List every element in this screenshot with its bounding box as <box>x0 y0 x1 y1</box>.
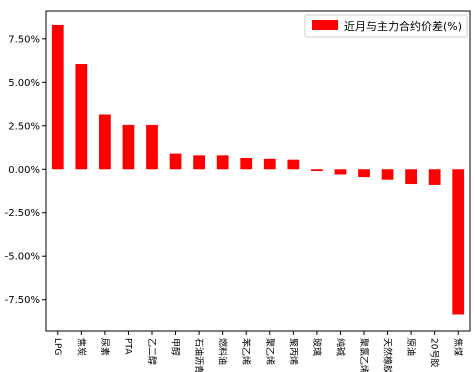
bar-8 <box>240 157 253 170</box>
y-tick-label-0: -7.50% <box>5 295 40 306</box>
x-tick-label-3: PTA <box>122 338 132 355</box>
y-tick-label-2: -2.50% <box>5 208 40 219</box>
bar-16 <box>428 169 441 185</box>
y-tick-label-5: 5.00% <box>8 78 40 89</box>
legend-box <box>304 14 468 38</box>
bar-2 <box>99 114 111 170</box>
x-tick-label-1: 焦炭 <box>75 338 87 356</box>
legend-label: 近月与主力合约价差(%) <box>344 19 462 33</box>
x-tick-label-16: 20号胶 <box>429 338 441 367</box>
bar-9 <box>263 158 276 170</box>
x-tick-label-12: 纯碱 <box>334 338 346 356</box>
bar-4 <box>146 124 158 170</box>
x-tick-label-11: 玻璃 <box>311 338 323 356</box>
x-tick-label-10: 聚丙烯 <box>287 338 299 365</box>
bar-11 <box>311 169 323 171</box>
x-tick-label-9: 聚乙烯 <box>264 338 276 365</box>
bar-1 <box>75 64 88 170</box>
bar-12 <box>334 169 347 175</box>
x-tick-label-13: 聚氯乙烯 <box>358 338 370 372</box>
x-axis-ticks: LPG 焦炭 尿素 PTA 乙二醇 甲醇 石油沥青 燃料油 苯乙烯 聚乙烯 聚丙烯 玻璃 纯碱 聚氯乙烯天… <box>52 331 464 372</box>
y-axis-ticks: -7.50% -5.00% -2.50% 0.00% 2.50% 5.00% 7.50% <box>5 34 46 306</box>
bar-3 <box>122 124 135 170</box>
bar-7 <box>216 155 229 170</box>
bar-15 <box>405 169 417 185</box>
bar-10 <box>287 159 300 170</box>
bar-17 <box>452 169 465 315</box>
x-tick-label-15: 原油 <box>405 338 417 356</box>
legend: 近月与主力合约价差(%) <box>304 14 468 38</box>
bars-layer <box>51 24 465 315</box>
y-tick-label-6: 7.50% <box>8 34 40 45</box>
x-tick-label-0: LPG <box>52 338 62 355</box>
legend-swatch <box>312 20 338 30</box>
y-tick-label-4: 2.50% <box>8 121 40 132</box>
bar-6 <box>193 155 205 170</box>
plot-frame <box>45 10 471 332</box>
x-tick-label-4: 乙二醇 <box>146 338 158 365</box>
x-tick-label-7: 燃料油 <box>217 338 229 365</box>
bar-14 <box>381 169 394 180</box>
bar-5 <box>169 153 182 170</box>
x-tick-label-6: 石油沥青 <box>193 338 205 372</box>
x-tick-label-8: 苯乙烯 <box>240 338 252 365</box>
y-tick-label-3: 0.00% <box>8 165 40 176</box>
bar-0 <box>51 24 64 170</box>
x-tick-label-17: 焦煤 <box>452 338 464 356</box>
y-tick-label-1: -5.00% <box>5 252 40 263</box>
x-tick-label-5: 甲醇 <box>170 338 182 356</box>
x-tick-label-2: 尿素 <box>99 338 111 356</box>
bar-13 <box>358 169 370 178</box>
x-tick-label-14: 天然橡胶 <box>382 338 394 372</box>
